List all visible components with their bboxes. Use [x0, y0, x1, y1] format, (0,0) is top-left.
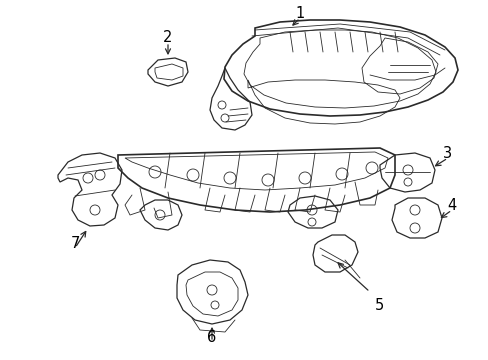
- Text: 6: 6: [207, 330, 216, 345]
- Text: 1: 1: [295, 6, 304, 21]
- Text: 2: 2: [163, 30, 172, 45]
- Text: 3: 3: [443, 146, 451, 161]
- Text: 7: 7: [70, 236, 80, 251]
- Text: 4: 4: [447, 198, 456, 213]
- Text: 5: 5: [374, 298, 384, 313]
